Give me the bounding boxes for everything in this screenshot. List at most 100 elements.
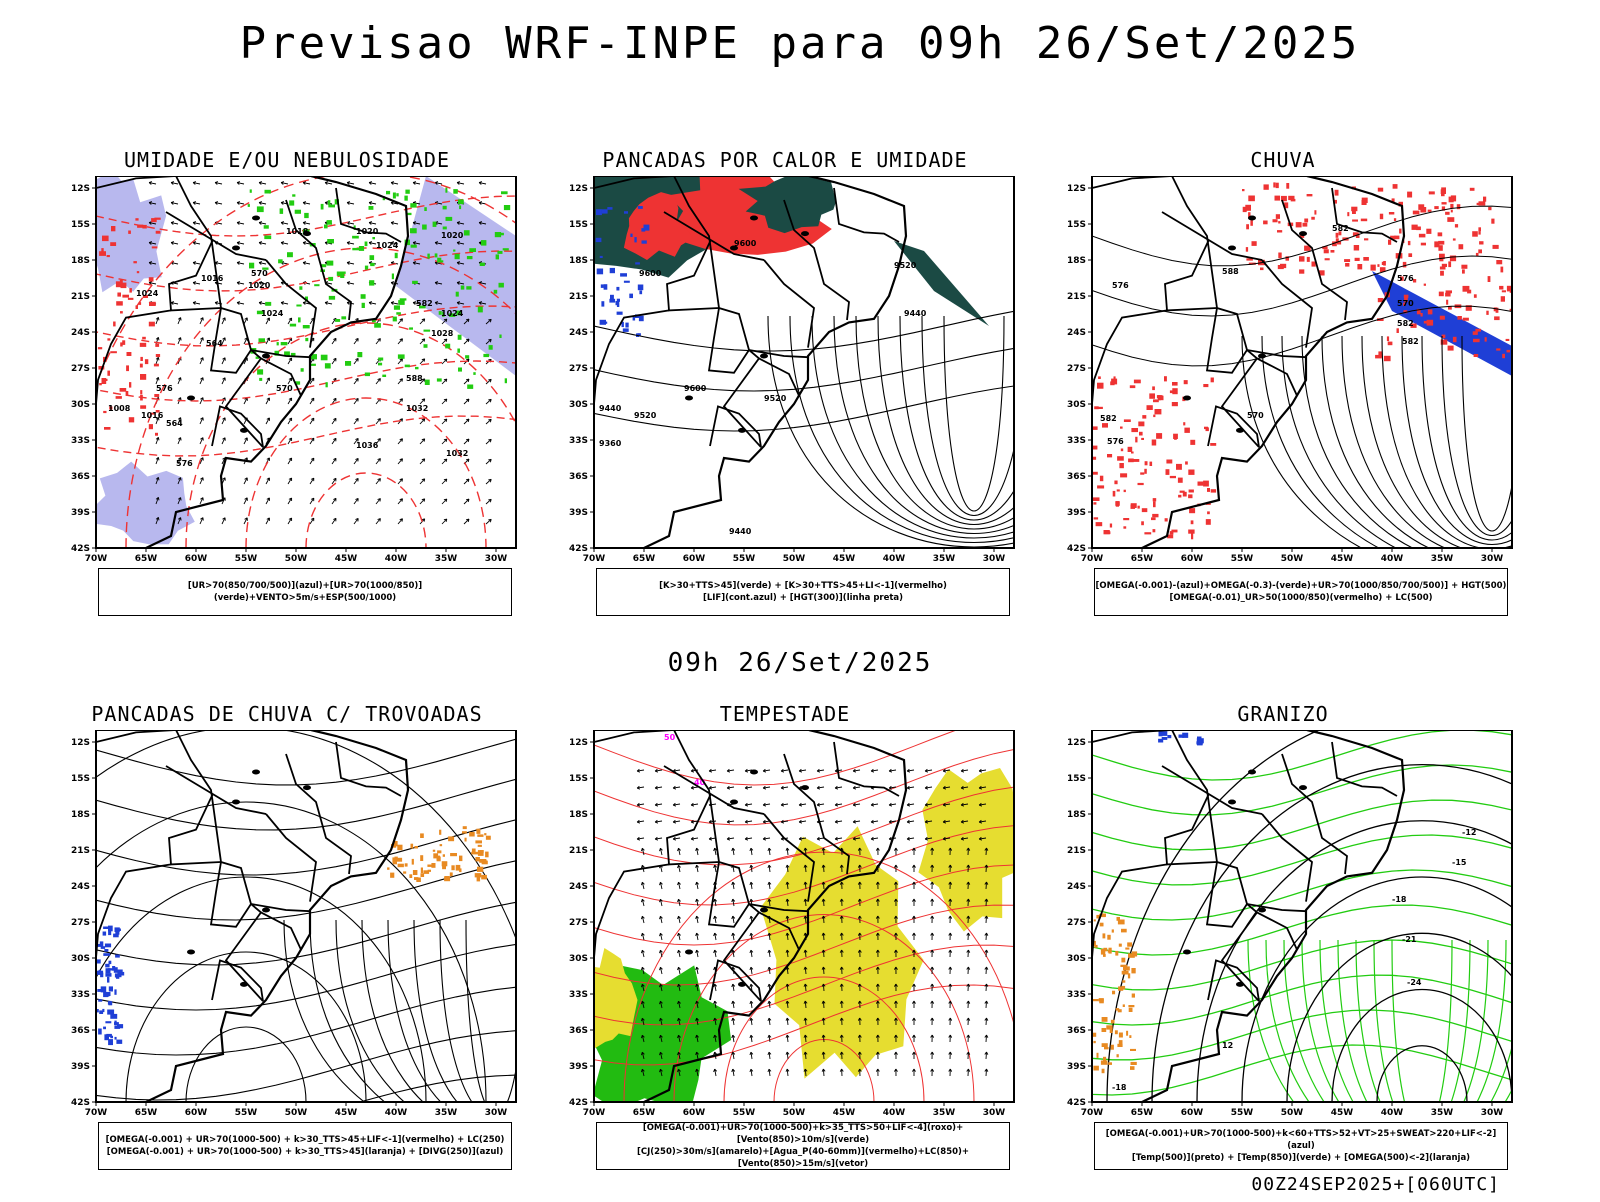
rain-area: [1442, 202, 1447, 204]
humidity-low-level: [328, 277, 333, 281]
omega-500-area: [1111, 1020, 1115, 1024]
rain-area: [1299, 269, 1304, 273]
lake: [1236, 982, 1244, 987]
thunderstorm-area: [482, 861, 488, 865]
contour-label: 570: [1247, 411, 1264, 420]
humidity-low-level: [473, 372, 475, 375]
lon-tick-label: 55W: [235, 554, 258, 564]
humidity-low-level: [395, 253, 398, 258]
thunderstorm-area: [420, 833, 424, 838]
lifted-index-contour: [642, 240, 647, 243]
lat-tick-label: 12S: [1067, 184, 1086, 194]
rain-area: [1352, 220, 1358, 222]
omega-500-area: [1099, 998, 1104, 1001]
hail-area: [1197, 741, 1203, 746]
lat-tick-label: 24S: [71, 882, 90, 892]
lat-tick-label: 15S: [1067, 220, 1086, 230]
rain-area: [1130, 385, 1136, 388]
rain-area: [1178, 478, 1183, 483]
lifted-index-contour: [624, 211, 628, 214]
thunderstorm-area: [462, 831, 467, 833]
rain-area: [1144, 532, 1151, 534]
rain-area: [1142, 508, 1148, 512]
lon-tick-label: 70W: [85, 554, 108, 564]
humidity-low-level: [382, 375, 386, 377]
humidity-low-level: [314, 284, 319, 286]
lake: [750, 770, 758, 775]
contour-label: 1028: [431, 329, 454, 338]
omega-500-area: [1102, 1043, 1108, 1047]
lake: [760, 354, 768, 359]
humidity-low-level: [405, 190, 409, 194]
humidity-low-level: [437, 378, 442, 381]
humidity-low-level: [365, 373, 370, 377]
thunderstorm-area: [475, 840, 482, 843]
rain-area: [1303, 223, 1308, 227]
rain-area: [1138, 483, 1144, 485]
lat-tick-label: 15S: [1067, 774, 1086, 784]
thunderstorm-area: [450, 872, 453, 876]
rain-area: [1207, 488, 1210, 492]
thunderstorm-area: [397, 845, 402, 851]
divergence-area: [103, 992, 108, 997]
humidity-low-level: [327, 220, 332, 225]
humidity-low-level: [495, 232, 501, 237]
humidity-low-level: [489, 345, 493, 350]
divergence-area: [115, 1037, 117, 1040]
thickness-detail: [99, 251, 106, 256]
rain-area: [1113, 491, 1116, 497]
rain-area: [1331, 250, 1335, 253]
lifted-index-contour: [634, 237, 636, 242]
thickness-detail: [116, 396, 122, 399]
rain-area: [1453, 337, 1457, 342]
lon-tick-label: 30W: [983, 554, 1006, 564]
thickness-detail: [102, 378, 107, 384]
map-svg: 58257657058258258857657058257612S15S18S2…: [1038, 176, 1528, 576]
divergence-area: [104, 949, 108, 952]
omega-500-area: [1121, 929, 1127, 933]
divergence-area: [116, 1040, 122, 1044]
lat-tick-label: 24S: [1067, 328, 1086, 338]
contour-label: 582: [1100, 414, 1117, 423]
rain-area: [1184, 428, 1190, 433]
rain-area: [1447, 217, 1454, 222]
lon-tick-label: 70W: [1081, 554, 1104, 564]
lon-tick-label: 30W: [983, 1108, 1006, 1118]
omega-500-area: [1122, 986, 1125, 990]
rain-area: [1203, 384, 1208, 387]
humidity-low-level: [424, 207, 427, 211]
humidity-low-level: [445, 344, 450, 349]
hail-area: [1159, 731, 1163, 736]
lake: [1299, 231, 1307, 236]
lat-tick-label: 27S: [569, 918, 588, 928]
humidity-low-level: [259, 338, 266, 342]
omega-500-area: [1093, 1041, 1095, 1043]
thickness-detail: [145, 359, 148, 364]
humidity-low-level: [328, 205, 335, 208]
lon-tick-label: 70W: [583, 1108, 606, 1118]
thickness-detail: [120, 388, 127, 392]
lon-tick-label: 65W: [633, 1108, 656, 1118]
rain-area: [1166, 460, 1172, 464]
lifted-index-contour: [625, 323, 628, 328]
omega-500-area: [1123, 1004, 1125, 1007]
contour-label: 50: [664, 733, 676, 742]
lake: [187, 396, 195, 401]
thunderstorm-area: [478, 845, 482, 847]
humidity-low-level: [335, 319, 340, 322]
rain-area: [1478, 231, 1480, 235]
contour-label: 9360: [599, 439, 622, 448]
humidity-low-level: [249, 263, 254, 269]
hail-area: [1162, 737, 1168, 740]
rain-area: [1278, 221, 1280, 223]
rain-area: [1097, 383, 1104, 389]
lat-tick-label: 24S: [569, 882, 588, 892]
rain-area: [1448, 346, 1454, 351]
rain-area: [1472, 231, 1478, 237]
lat-tick-label: 18S: [569, 810, 588, 820]
rain-area: [1246, 224, 1249, 229]
lon-tick-label: 65W: [135, 1108, 158, 1118]
rain-area: [1170, 476, 1176, 478]
lifted-index-contour: [630, 234, 632, 237]
humidity-low-level: [352, 248, 359, 250]
